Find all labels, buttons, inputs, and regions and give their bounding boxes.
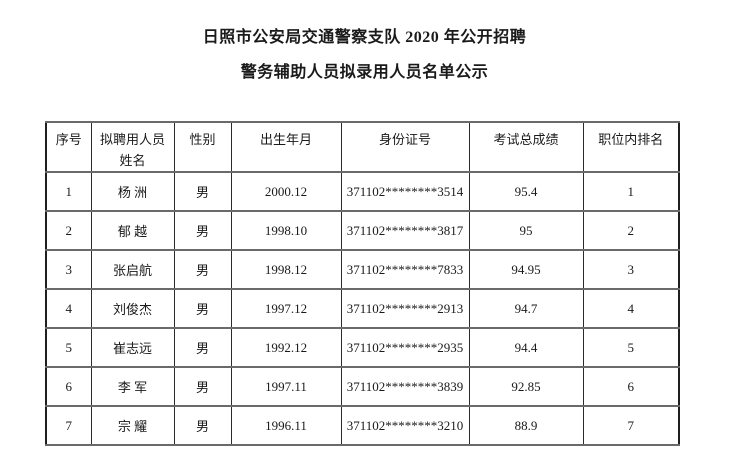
- table-row: 7 宗 耀 男 1996.11 371102********3210 88.9 …: [45, 405, 680, 446]
- table-row: 5 崔志远 男 1992.12 371102********2935 94.4 …: [45, 327, 680, 368]
- table-row: 3 张启航 男 1998.12 371102********7833 94.95…: [45, 249, 680, 290]
- cell-position-rank: 3: [582, 249, 680, 290]
- cell-id-number: 371102********2935: [340, 327, 470, 368]
- cell-serial-number: 4: [45, 288, 92, 329]
- cell-candidate-name: 刘俊杰: [90, 288, 175, 329]
- cell-serial-number: 1: [45, 171, 92, 212]
- cell-total-score: 95.4: [468, 171, 584, 212]
- cell-total-score: 88.9: [468, 405, 584, 446]
- cell-birth-date: 1998.10: [230, 210, 342, 251]
- cell-candidate-name: 李 军: [90, 366, 175, 407]
- document-title-line-2: 警务辅助人员拟录用人员名单公示: [240, 64, 489, 81]
- table-row: 6 李 军 男 1997.11 371102********3839 92.85…: [45, 366, 680, 407]
- cell-id-number: 371102********7833: [340, 249, 470, 290]
- cell-id-number: 371102********2913: [340, 288, 470, 329]
- cell-candidate-name: 宗 耀: [90, 405, 175, 446]
- cell-candidate-name: 郁 越: [90, 210, 175, 251]
- cell-serial-number: 5: [45, 327, 92, 368]
- cell-total-score: 95: [468, 210, 584, 251]
- cell-gender: 男: [173, 288, 232, 329]
- cell-total-score: 94.95: [468, 249, 584, 290]
- column-header-gender: 性别: [173, 121, 232, 173]
- table-row: 1 杨 洲 男 2000.12 371102********3514 95.4 …: [45, 171, 680, 212]
- cell-id-number: 371102********3817: [340, 210, 470, 251]
- cell-serial-number: 6: [45, 366, 92, 407]
- column-header-birth-date: 出生年月: [230, 121, 342, 173]
- cell-id-number: 371102********3839: [340, 366, 470, 407]
- document-title-block: 日照市公安局交通警察支队 2020 年公开招聘 警务辅助人员拟录用人员名单公示: [0, 20, 729, 90]
- cell-total-score: 94.4: [468, 327, 584, 368]
- cell-total-score: 94.7: [468, 288, 584, 329]
- cell-id-number: 371102********3514: [340, 171, 470, 212]
- cell-gender: 男: [173, 366, 232, 407]
- cell-total-score: 92.85: [468, 366, 584, 407]
- cell-candidate-name: 杨 洲: [90, 171, 175, 212]
- cell-birth-date: 1997.12: [230, 288, 342, 329]
- cell-position-rank: 1: [582, 171, 680, 212]
- cell-birth-date: 1996.11: [230, 405, 342, 446]
- cell-gender: 男: [173, 249, 232, 290]
- cell-serial-number: 3: [45, 249, 92, 290]
- table-header-row: 序号 拟聘用人员 姓名 性别 出生年月 身份证号 考试总成绩 职位内排名: [45, 121, 680, 173]
- cell-candidate-name: 崔志远: [90, 327, 175, 368]
- cell-candidate-name: 张启航: [90, 249, 175, 290]
- cell-gender: 男: [173, 405, 232, 446]
- cell-position-rank: 4: [582, 288, 680, 329]
- column-header-serial-number: 序号: [45, 121, 92, 173]
- cell-id-number: 371102********3210: [340, 405, 470, 446]
- cell-gender: 男: [173, 327, 232, 368]
- cell-birth-date: 2000.12: [230, 171, 342, 212]
- table-row: 4 刘俊杰 男 1997.12 371102********2913 94.7 …: [45, 288, 680, 329]
- roster-table: 序号 拟聘用人员 姓名 性别 出生年月 身份证号 考试总成绩 职位内排名 1 杨…: [45, 121, 680, 446]
- cell-position-rank: 2: [582, 210, 680, 251]
- cell-birth-date: 1992.12: [230, 327, 342, 368]
- cell-position-rank: 6: [582, 366, 680, 407]
- column-header-total-score: 考试总成绩: [468, 121, 584, 173]
- cell-gender: 男: [173, 210, 232, 251]
- cell-birth-date: 1997.11: [230, 366, 342, 407]
- document-title-line-1: 日照市公安局交通警察支队 2020 年公开招聘: [202, 29, 527, 46]
- column-header-id-number: 身份证号: [340, 121, 470, 173]
- cell-position-rank: 7: [582, 405, 680, 446]
- cell-serial-number: 7: [45, 405, 92, 446]
- column-header-candidate-name: 拟聘用人员 姓名: [90, 121, 175, 173]
- cell-birth-date: 1998.12: [230, 249, 342, 290]
- cell-gender: 男: [173, 171, 232, 212]
- column-header-position-rank: 职位内排名: [582, 121, 680, 173]
- cell-position-rank: 5: [582, 327, 680, 368]
- cell-serial-number: 2: [45, 210, 92, 251]
- table-row: 2 郁 越 男 1998.10 371102********3817 95 2: [45, 210, 680, 251]
